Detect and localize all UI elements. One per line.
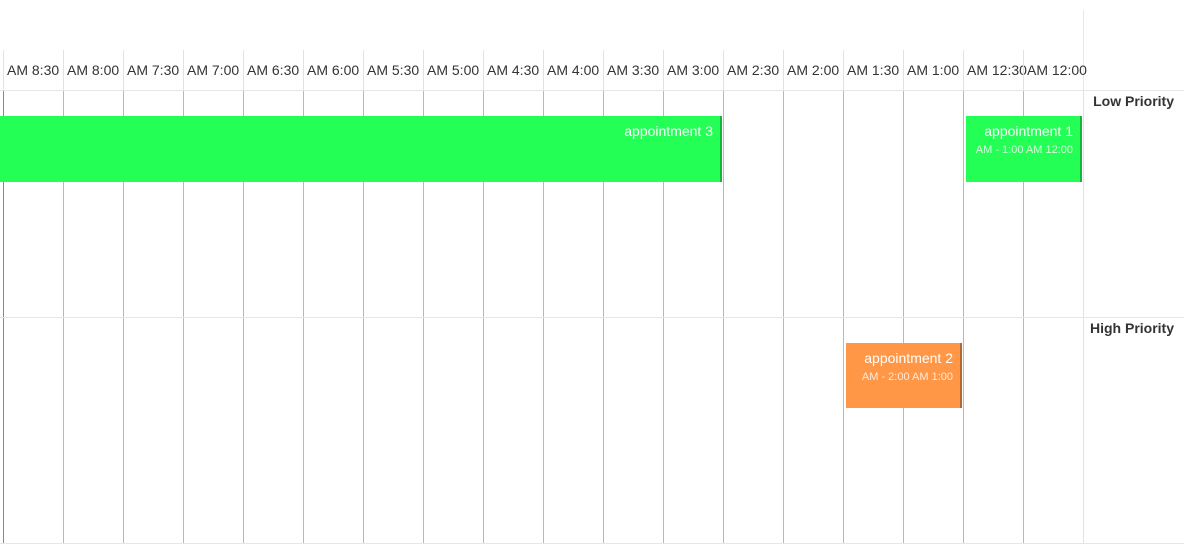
header-corner-divider — [1083, 10, 1084, 91]
time-slot-label: AM 2:30 — [727, 62, 780, 78]
timeline-header: AM 8:30 AM 8:00 AM 7:30 AM 7:00 AM 6:30 … — [0, 50, 1087, 91]
time-slot-header: AM 7:00 — [183, 50, 243, 91]
time-slot-label: AM 5:00 — [427, 62, 480, 78]
time-slot-label: AM 12:30 — [967, 62, 1027, 78]
resource-row-divider — [0, 317, 1184, 318]
resource-label-low-priority: Low Priority — [1093, 93, 1174, 109]
time-slot-label: AM 6:00 — [307, 62, 360, 78]
appointment-2[interactable]: appointment 2 AM - 2:00 AM 1:00 — [846, 343, 962, 408]
time-slot-header: AM 6:00 — [303, 50, 363, 91]
time-slot-header: AM 5:30 — [363, 50, 423, 91]
time-slot-label: AM 5:30 — [367, 62, 420, 78]
time-slot-header: AM 1:00 — [903, 50, 963, 91]
time-slot-label: AM 3:30 — [607, 62, 660, 78]
time-slot-header: AM 3:00 — [663, 50, 723, 91]
time-slot-header: AM 4:00 — [543, 50, 603, 91]
time-slot-header: AM 8:00 — [63, 50, 123, 91]
time-slot-label: AM 4:00 — [547, 62, 600, 78]
appointment-title: appointment 1 — [984, 123, 1073, 139]
time-slot-header: AM 1:30 — [843, 50, 903, 91]
time-slot-header: AM 12:00 — [1023, 50, 1087, 91]
header-divider — [0, 90, 1184, 91]
time-slot-label: AM 7:30 — [127, 62, 180, 78]
appointment-time: AM - 1:00 AM 12:00 — [975, 144, 1073, 156]
time-slot-label: AM 1:00 — [907, 62, 960, 78]
time-slot-header: AM 4:30 — [483, 50, 543, 91]
time-slot-label: AM 6:30 — [247, 62, 300, 78]
time-slot-header: AM 7:30 — [123, 50, 183, 91]
time-slot-header: AM 2:30 — [723, 50, 783, 91]
time-slot-label: AM 2:00 — [787, 62, 840, 78]
resource-label-high-priority: High Priority — [1089, 320, 1174, 336]
appointment-time: AM - 2:00 AM 1:00 — [861, 371, 953, 383]
time-slot-header: AM 6:30 — [243, 50, 303, 91]
appointment-3[interactable]: appointment 3 — [0, 116, 722, 182]
time-slot-label: AM 1:30 — [847, 62, 900, 78]
time-slot-label: AM 7:00 — [187, 62, 240, 78]
time-slot-label: AM 12:00 — [1027, 62, 1087, 78]
time-slot-header: AM 2:00 — [783, 50, 843, 91]
appointment-title: appointment 2 — [864, 350, 953, 366]
time-slot-label: AM 8:30 — [7, 62, 60, 78]
appointment-1[interactable]: appointment 1 AM - 1:00 AM 12:00 — [966, 116, 1082, 182]
time-slot-header: AM 3:30 — [603, 50, 663, 91]
time-slot-label: AM 4:30 — [487, 62, 540, 78]
time-slot-header: AM 8:30 — [3, 50, 63, 91]
time-slot-label: AM 3:00 — [667, 62, 720, 78]
time-slot-header: AM 5:00 — [423, 50, 483, 91]
time-slot-header: AM 12:30 — [963, 50, 1027, 91]
appointment-title: appointment 3 — [624, 123, 713, 139]
time-slot-label: AM 8:00 — [67, 62, 120, 78]
